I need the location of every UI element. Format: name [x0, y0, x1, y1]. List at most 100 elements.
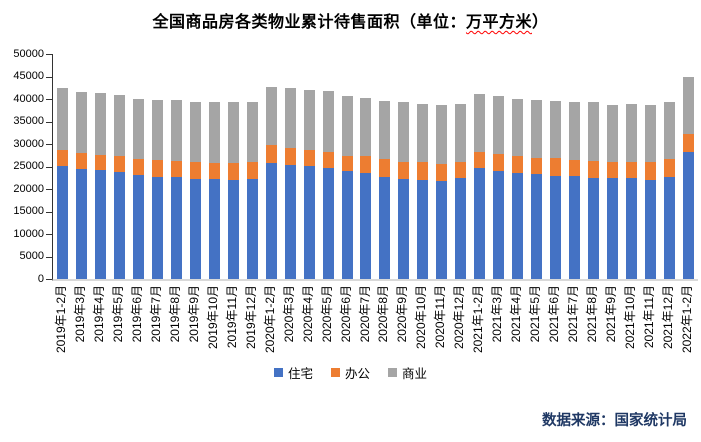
- bar-segment-办公: [531, 158, 543, 175]
- bar-segment-商业: [208, 102, 220, 164]
- bar-segment-住宅: [436, 180, 448, 279]
- bar-stack: [94, 92, 106, 279]
- bar-segment-住宅: [626, 178, 638, 279]
- bar-segment-办公: [588, 160, 600, 178]
- y-tick-label: 0: [37, 272, 44, 285]
- x-tick-label: 2019年9月: [186, 285, 201, 343]
- bar-segment-办公: [436, 164, 448, 181]
- x-tick-label: 2021年1-2月: [471, 285, 486, 354]
- y-tick-label: 45000: [13, 70, 44, 82]
- bar-stack: [474, 93, 486, 279]
- bar-2019年9月: [186, 54, 205, 279]
- x-tick-label: 2019年8月: [167, 285, 182, 343]
- bar-segment-住宅: [246, 178, 258, 279]
- bar-segment-住宅: [398, 179, 410, 279]
- bar-segment-住宅: [531, 174, 543, 279]
- y-tick-label: 10000: [13, 227, 44, 240]
- chart-title-unit: 万平方米: [465, 14, 532, 31]
- y-tick-mark: [46, 256, 52, 258]
- bar-segment-住宅: [170, 177, 182, 279]
- bar-segment-住宅: [113, 172, 125, 279]
- x-tick-label: 2021年12月: [661, 285, 676, 350]
- x-tick-label: 2019年4月: [91, 285, 106, 343]
- bar-stack: [113, 94, 125, 279]
- bar-segment-住宅: [417, 180, 429, 279]
- bar-segment-办公: [645, 162, 657, 180]
- y-tick-mark: [46, 121, 52, 123]
- x-tick-label: 2020年1-2月: [262, 285, 277, 354]
- y-tick-label: 35000: [13, 115, 44, 127]
- bar-2019年6月: [129, 54, 148, 279]
- bar-2022年1-2月: [679, 54, 698, 279]
- legend-label: 住宅: [287, 367, 313, 381]
- bar-stack: [512, 98, 524, 279]
- y-tick-mark: [46, 234, 52, 235]
- bar-segment-商业: [189, 101, 201, 163]
- x-tick-label: 2021年5月: [528, 285, 543, 343]
- bar-segment-办公: [455, 162, 467, 179]
- bar-stack: [284, 88, 296, 279]
- bar-segment-住宅: [208, 179, 220, 279]
- x-tick-label: 2020年10月: [414, 285, 429, 350]
- bar-segment-住宅: [682, 151, 694, 279]
- bar-segment-住宅: [341, 171, 353, 279]
- x-tick-label: 2022年1-2月: [680, 285, 694, 354]
- x-tick-label: 2020年7月: [357, 285, 372, 343]
- bar-segment-办公: [151, 159, 163, 178]
- bar-segment-商业: [379, 100, 391, 160]
- bar-segment-办公: [56, 149, 68, 166]
- bar-2019年5月: [110, 54, 129, 279]
- bars-group: [53, 54, 698, 279]
- bar-2021年3月: [489, 54, 508, 279]
- bar-segment-住宅: [663, 176, 675, 279]
- bar-stack: [151, 99, 163, 279]
- bar-2021年1-2月: [470, 54, 489, 279]
- bar-segment-商业: [569, 101, 581, 160]
- bar-segment-办公: [663, 159, 675, 177]
- bar-segment-住宅: [379, 177, 391, 279]
- bar-stack: [170, 99, 182, 279]
- x-tick-label: 2021年10月: [623, 285, 638, 350]
- bar-segment-住宅: [265, 163, 277, 279]
- bar-stack: [132, 98, 144, 279]
- bar-segment-办公: [246, 162, 258, 179]
- bar-segment-商业: [113, 94, 125, 157]
- bar-2019年10月: [205, 54, 224, 279]
- bar-segment-住宅: [151, 177, 163, 279]
- bar-2021年10月: [622, 54, 641, 279]
- x-tick-label: 2020年9月: [395, 285, 410, 343]
- bar-stack: [455, 103, 467, 279]
- bar-2020年6月: [338, 54, 357, 279]
- bar-segment-办公: [493, 153, 505, 171]
- bar-segment-办公: [265, 145, 277, 164]
- bar-2020年11月: [432, 54, 451, 279]
- bar-2019年1-2月: [53, 54, 72, 279]
- bar-2019年12月: [243, 54, 262, 279]
- bar-segment-商业: [550, 100, 562, 159]
- bar-segment-办公: [113, 156, 125, 173]
- y-tick-label: 40000: [13, 92, 44, 105]
- y-tick-mark: [46, 76, 52, 78]
- y-tick-label: 15000: [13, 205, 44, 217]
- legend: 住宅 办公 商业: [0, 363, 701, 382]
- x-tick-label: 2021年4月: [509, 285, 524, 343]
- bar-segment-办公: [379, 159, 391, 178]
- bar-2021年8月: [584, 54, 603, 279]
- x-tick-label: 2020年8月: [376, 285, 391, 343]
- bar-segment-商业: [417, 103, 429, 163]
- y-tick-mark: [46, 99, 52, 100]
- bar-2021年7月: [565, 54, 584, 279]
- bar-2020年3月: [281, 54, 300, 279]
- bar-segment-办公: [75, 153, 87, 169]
- legend-swatch-icon: [388, 368, 397, 377]
- bar-segment-办公: [474, 152, 486, 169]
- bar-2020年9月: [394, 54, 413, 279]
- x-tick-label: 2019年1-2月: [53, 285, 68, 354]
- bar-segment-商业: [663, 101, 675, 160]
- bar-stack: [75, 91, 87, 279]
- x-tick-label: 2021年8月: [585, 285, 600, 343]
- bar-segment-住宅: [493, 171, 505, 279]
- x-tick-label: 2019年7月: [148, 285, 163, 343]
- x-tick-label: 2019年12月: [243, 285, 258, 350]
- bar-segment-商业: [607, 104, 619, 162]
